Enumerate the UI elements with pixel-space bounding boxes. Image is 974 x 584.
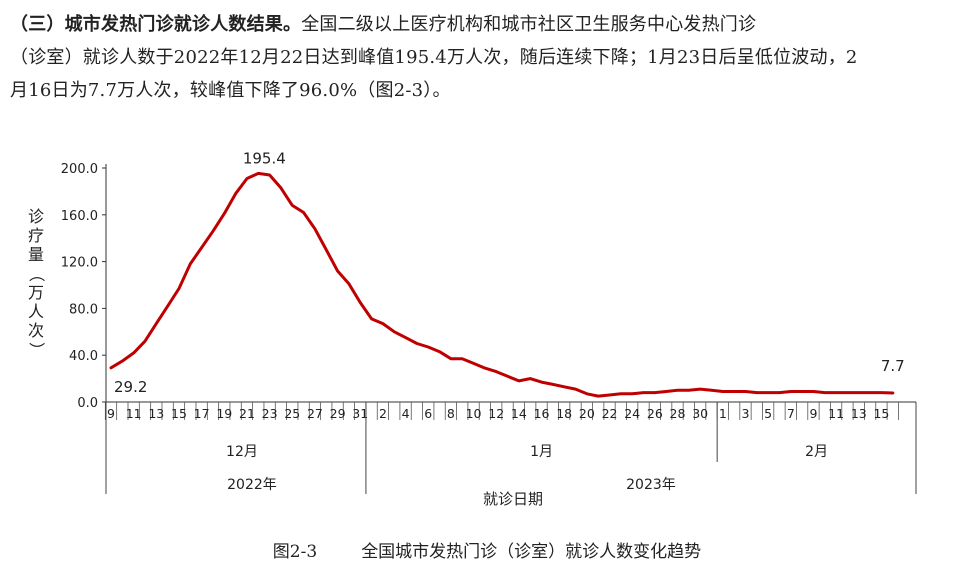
- month-label: 1月: [530, 444, 553, 460]
- x-tick-label: 31: [352, 406, 368, 421]
- paragraph-line-2: （诊室）就诊人数于2022年12月22日达到峰值195.4万人次，随后连续下降；…: [10, 47, 858, 68]
- x-tick-label: 19: [216, 406, 232, 421]
- y-tick-label: 0.0: [77, 396, 98, 411]
- x-tick-label: 27: [307, 406, 323, 421]
- y-tick-label: 160.0: [61, 209, 98, 224]
- data-label-peak: 195.4: [243, 149, 286, 167]
- paragraph-line-1: （三）城市发热门诊就诊人数结果。全国二级以上医疗机构和城市社区卫生服务中心发热门…: [10, 8, 968, 41]
- x-tick-label: 25: [284, 406, 300, 421]
- x-tick-label: 14: [511, 406, 527, 421]
- y-tick-label: 80.0: [69, 302, 98, 317]
- x-tick-label: 29: [330, 406, 346, 421]
- x-tick-label: 16: [534, 406, 550, 421]
- x-tick-label: 7: [787, 406, 795, 421]
- y-axis-label-char: 诊: [28, 207, 44, 226]
- x-tick-label: 22: [602, 406, 618, 421]
- y-axis-label-char: 次: [28, 321, 44, 340]
- x-tick-label: 20: [579, 406, 595, 421]
- month-label: 12月: [226, 444, 258, 460]
- paragraph-line-3: 月16日为7.7万人次，较峰值下降了96.0%（图2-3）。: [10, 80, 451, 101]
- y-axis-label-char: 万: [28, 283, 44, 302]
- x-tick-label: 26: [647, 406, 663, 421]
- y-tick-label: 200.0: [61, 162, 98, 177]
- intro-paragraph: （三）城市发热门诊就诊人数结果。全国二级以上医疗机构和城市社区卫生服务中心发热门…: [10, 8, 968, 107]
- figure-title: 全国城市发热门诊（诊室）就诊人数变化趋势: [361, 542, 702, 562]
- x-tick-label: 1: [719, 406, 727, 421]
- x-tick-label: 15: [873, 406, 889, 421]
- x-tick-label: 10: [466, 406, 482, 421]
- figure-caption: 图2-3 全国城市发热门诊（诊室）就诊人数变化趋势: [0, 537, 974, 562]
- x-tick-label: 4: [402, 406, 410, 421]
- data-label-end: 7.7: [881, 357, 905, 375]
- x-tick-label: 30: [692, 406, 708, 421]
- x-tick-label: 9: [809, 406, 817, 421]
- x-axis-title: 就诊日期: [483, 490, 543, 508]
- y-axis-label-char: 人: [28, 302, 44, 321]
- y-axis-label-char: 疗: [28, 226, 44, 245]
- y-tick-label: 40.0: [69, 349, 98, 364]
- paragraph-heading: （三）城市发热门诊就诊人数结果。: [10, 14, 302, 35]
- x-tick-label: 28: [670, 406, 686, 421]
- x-tick-label: 6: [424, 406, 432, 421]
- paragraph-text: 全国二级以上医疗机构和城市社区卫生服务中心发热门诊: [301, 14, 757, 35]
- x-tick-label: 8: [447, 406, 455, 421]
- x-tick-label: 18: [556, 406, 572, 421]
- x-tick-label: 12: [488, 406, 504, 421]
- month-label: 2月: [805, 444, 828, 460]
- y-axis-label-char: ）: [27, 342, 46, 358]
- x-tick-label: 21: [239, 406, 255, 421]
- x-tick-label: 17: [194, 406, 210, 421]
- y-tick-label: 120.0: [61, 256, 98, 271]
- x-tick-label: 5: [764, 406, 772, 421]
- x-tick-label: 13: [851, 406, 867, 421]
- x-tick-label: 23: [262, 406, 278, 421]
- data-label-start: 29.2: [114, 378, 147, 396]
- x-tick-label: 24: [624, 406, 640, 421]
- x-tick-label: 15: [171, 406, 187, 421]
- y-axis-label-char: 量: [28, 245, 44, 264]
- figure-number: 图2-3: [272, 542, 318, 562]
- year-label: 2023年: [626, 477, 676, 493]
- year-label: 2022年: [227, 477, 277, 493]
- x-tick-label: 2: [379, 406, 387, 421]
- x-tick-label: 11: [828, 406, 844, 421]
- x-tick-label: 3: [742, 406, 750, 421]
- x-tick-label: 9: [107, 406, 115, 421]
- series-line: [109, 171, 895, 398]
- x-tick-label: 13: [148, 406, 164, 421]
- x-tick-label: 11: [126, 406, 142, 421]
- y-axis-label-char: （: [27, 266, 46, 282]
